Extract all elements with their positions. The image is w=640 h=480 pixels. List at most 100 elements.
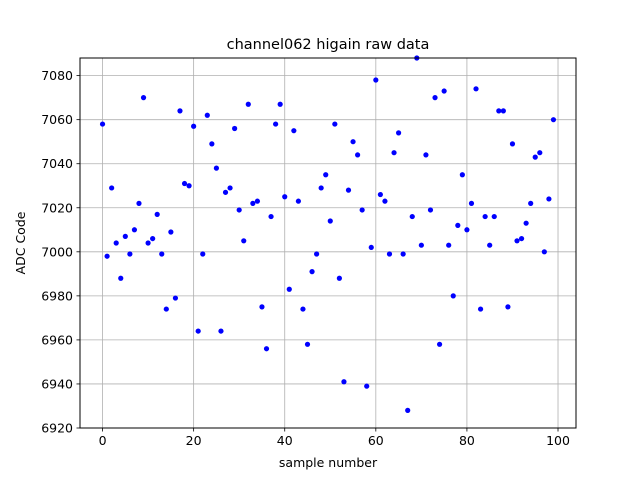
y-tick-label: 6940 (41, 376, 73, 391)
data-point (263, 346, 270, 352)
data-point (213, 165, 220, 171)
data-point (386, 251, 393, 257)
data-point (259, 304, 265, 310)
data-point (382, 198, 388, 204)
data-point (136, 200, 142, 206)
data-point (291, 128, 297, 134)
y-tick-label: 6960 (41, 332, 73, 347)
data-point (236, 207, 242, 213)
data-point (436, 341, 443, 347)
data-point (254, 198, 261, 204)
data-point (359, 207, 365, 213)
data-point (464, 227, 470, 233)
data-point (345, 187, 352, 193)
data-point (177, 108, 183, 114)
data-point (546, 196, 552, 202)
data-point (286, 286, 292, 292)
y-tick-label: 6920 (41, 421, 73, 436)
data-point (405, 407, 411, 413)
data-point (131, 227, 138, 233)
data-point (523, 220, 529, 226)
data-point (459, 172, 465, 178)
data-point (341, 379, 347, 385)
data-point (491, 213, 497, 220)
data-point (232, 125, 238, 132)
data-point (140, 95, 147, 101)
data-point (446, 242, 452, 248)
data-point (400, 251, 406, 257)
axes-frame (79, 57, 577, 429)
data-point (314, 251, 320, 257)
x-axis-ticks: 0 20 40 60 80 100 (99, 428, 570, 448)
data-point (450, 293, 456, 299)
data-point (500, 108, 506, 114)
data-point (418, 242, 424, 248)
data-point (181, 180, 188, 187)
x-tick-label: 100 (546, 433, 570, 448)
data-point (477, 306, 484, 312)
data-point (505, 304, 511, 310)
data-point (532, 154, 538, 160)
data-point (423, 152, 429, 158)
data-point (273, 121, 279, 127)
data-point (514, 238, 520, 244)
data-points (99, 55, 557, 413)
data-point (191, 123, 197, 129)
data-point (159, 251, 165, 257)
data-point (473, 86, 479, 92)
data-point (304, 341, 311, 347)
x-tick-label: 0 (99, 433, 107, 448)
data-point (468, 200, 475, 206)
data-point (336, 275, 342, 281)
data-point (455, 222, 461, 228)
data-point (186, 183, 192, 189)
data-point (127, 251, 133, 257)
data-point (99, 121, 106, 127)
data-point (368, 244, 374, 251)
data-point (528, 200, 534, 206)
y-tick-label: 7000 (41, 244, 73, 259)
data-point (200, 251, 206, 257)
data-point (104, 253, 110, 259)
data-point (295, 198, 301, 204)
data-point (395, 130, 402, 136)
data-point (195, 328, 201, 334)
data-point (518, 235, 525, 242)
data-point (277, 101, 283, 107)
data-point (241, 238, 247, 244)
data-point (432, 95, 438, 101)
data-point (122, 233, 128, 239)
data-point (163, 306, 169, 312)
data-point (150, 235, 156, 242)
data-point (496, 108, 502, 114)
data-point (318, 185, 324, 191)
data-point (209, 141, 215, 147)
data-point (282, 194, 288, 200)
y-tick-label: 7020 (41, 200, 73, 215)
data-point (355, 152, 361, 158)
y-tick-label: 7080 (41, 68, 73, 83)
y-tick-label: 7060 (41, 112, 73, 127)
data-point (350, 139, 356, 145)
data-point (222, 189, 229, 195)
data-point (250, 200, 256, 206)
data-point (541, 249, 547, 255)
data-point (118, 275, 124, 281)
data-point (391, 150, 397, 156)
x-tick-label: 40 (277, 433, 293, 448)
chart-title: channel062 higain raw data (227, 37, 430, 53)
data-point (113, 240, 119, 246)
data-point (364, 383, 370, 389)
data-point (227, 185, 233, 191)
x-tick-label: 60 (368, 433, 384, 448)
data-point (268, 213, 274, 220)
data-point (218, 328, 224, 334)
data-point (441, 88, 447, 94)
data-point (109, 185, 115, 191)
data-point (373, 77, 379, 83)
y-axis-label: ADC Code (13, 211, 28, 274)
x-tick-label: 80 (459, 433, 475, 448)
y-tick-label: 7040 (41, 156, 73, 171)
data-point (409, 213, 415, 220)
